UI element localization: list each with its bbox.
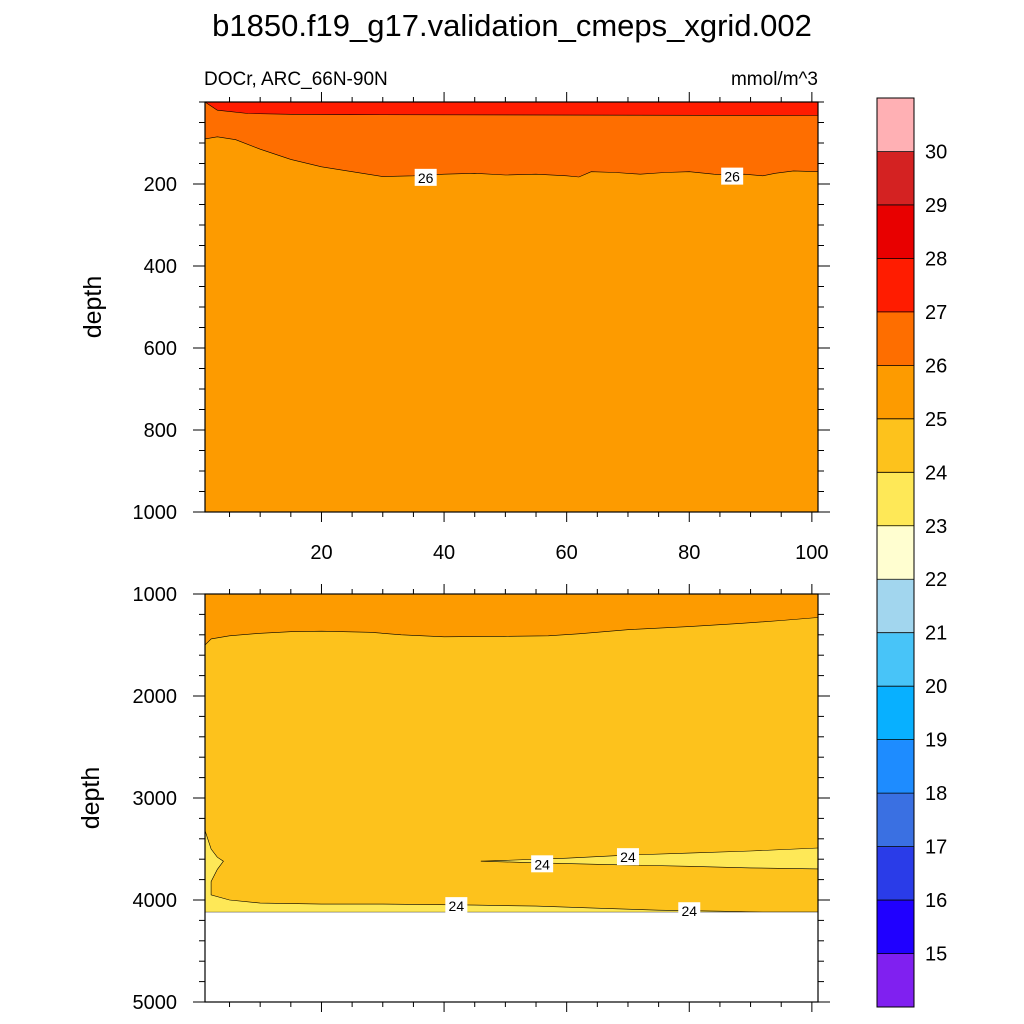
lower-band-24-25 [205, 594, 818, 913]
lower-contour-label: 24 [616, 848, 639, 866]
lower-y-axis-label: depth [77, 767, 105, 830]
contour-label-text: 24 [620, 849, 636, 865]
colorbar-swatch [877, 525, 914, 580]
upper-contour-line [205, 102, 818, 116]
colorbar-swatch [877, 900, 914, 955]
contour-label-box [721, 167, 744, 185]
contour-label-box [445, 897, 468, 915]
colorbar-level-label: 24 [925, 462, 947, 484]
colorbar-swatch [877, 793, 914, 848]
subtitle-variable-region: DOCr, ARC_66N-90N [204, 69, 388, 90]
colorbar-swatch [877, 204, 914, 259]
colorbar-level-label: 26 [925, 355, 947, 377]
colorbar-level-label: 27 [925, 302, 947, 324]
lower-contour-fills: 24 24 24 24 [205, 594, 818, 1002]
contour-label-box [414, 168, 437, 186]
upper-contour-label: 26 [721, 167, 744, 185]
upper-band-25-26 [205, 102, 818, 512]
upper-y-tick-label: 200 [144, 174, 177, 196]
colorbar-swatch [877, 953, 914, 1008]
upper-x-tick-label: 40 [433, 542, 455, 564]
colorbar-level-label: 21 [925, 623, 947, 645]
colorbar-swatch [877, 632, 914, 687]
upper-contour-fills: 26 26 [205, 102, 818, 512]
contour-label-text: 24 [534, 856, 550, 872]
lower-plot-frame [204, 593, 819, 1003]
contour-label-box [678, 902, 701, 920]
upper-x-tick-label: 60 [556, 542, 578, 564]
upper-x-tick-label: 100 [795, 542, 828, 564]
colorbar-level-label: 20 [925, 676, 947, 698]
lower-axis-ticks: 1000 2000 3000 4000 5000 [133, 584, 830, 1014]
lower-band-25-26 [205, 594, 818, 645]
upper-panel: 26 26 20 40 60 80 100 200 400 600 800 1000 depth [79, 92, 830, 564]
colorbar-swatch [877, 311, 914, 366]
colorbar-swatch [877, 258, 914, 313]
lower-y-tick-label: 2000 [133, 686, 178, 708]
colorbar-level-label: 17 [925, 837, 947, 859]
upper-x-tick-label: 80 [678, 542, 700, 564]
lower-contour-line [480, 860, 818, 870]
colorbar-swatch [877, 579, 914, 634]
figure-title: b1850.f19_g17.validation_cmeps_xgrid.002 [212, 8, 812, 43]
upper-x-tick-label: 20 [310, 542, 332, 564]
upper-contour-label: 26 [414, 168, 437, 186]
colorbar-level-label: 29 [925, 195, 947, 217]
colorbar-swatch [877, 846, 914, 901]
upper-axis-ticks: 20 40 60 80 100 200 400 600 800 1000 [133, 92, 830, 564]
units-label: mmol/m^3 [731, 69, 818, 90]
colorbar-level-label: 16 [925, 890, 947, 912]
contour-label-box [531, 855, 554, 873]
contour-label-box [616, 848, 639, 866]
upper-y-tick-label: 600 [144, 338, 177, 360]
upper-y-tick-label: 1000 [133, 502, 178, 524]
lower-y-tick-label: 1000 [133, 584, 178, 606]
colorbar-swatch [877, 365, 914, 420]
lower-contour-label: 24 [531, 855, 554, 873]
lower-panel: 24 24 24 24 1000 2000 3000 4000 5000 depth [77, 584, 830, 1014]
lower-contour-label: 24 [678, 902, 701, 920]
colorbar-swatch [877, 739, 914, 794]
colorbar-level-label: 30 [925, 141, 947, 163]
contour-label-text: 24 [449, 898, 465, 914]
lower-band-23-24-west [205, 830, 818, 913]
upper-y-axis-label: depth [79, 276, 107, 339]
upper-band-27-28 [205, 102, 818, 116]
lower-y-tick-label: 5000 [133, 992, 178, 1014]
colorbar-level-label: 25 [925, 409, 947, 431]
colorbar-swatch [877, 98, 914, 152]
colorbar-level-label: 23 [925, 516, 947, 538]
lower-no-data-region [205, 912, 818, 1002]
contour-label-text: 26 [418, 170, 434, 186]
lower-contour-line [205, 830, 818, 913]
contour-label-text: 26 [724, 169, 740, 185]
lower-y-tick-label: 4000 [133, 890, 178, 912]
lower-contour-line [205, 617, 818, 646]
contour-label-text: 24 [681, 903, 697, 919]
upper-y-tick-label: 400 [144, 256, 177, 278]
upper-y-tick-label: 800 [144, 420, 177, 442]
colorbar-level-label: 18 [925, 783, 947, 805]
colorbar-level-label: 15 [925, 944, 947, 966]
colorbar-level-label: 28 [925, 248, 947, 270]
lower-y-tick-label: 3000 [133, 788, 178, 810]
colorbar-level-label: 19 [925, 730, 947, 752]
colorbar-frame [876, 97, 915, 1008]
colorbar-swatch [877, 151, 914, 206]
colorbar-level-label: 22 [925, 569, 947, 591]
colorbar-swatch [877, 472, 914, 527]
colorbar: 15 16 17 18 19 20 21 22 23 24 25 26 27 28 29 30 [876, 97, 947, 1008]
upper-plot-frame [204, 101, 819, 513]
upper-band-26-27 [205, 102, 818, 177]
lower-band-23-24-wedge [480, 848, 818, 869]
colorbar-swatch [877, 418, 914, 473]
lower-contour-label: 24 [445, 897, 468, 915]
colorbar-swatch [877, 686, 914, 741]
